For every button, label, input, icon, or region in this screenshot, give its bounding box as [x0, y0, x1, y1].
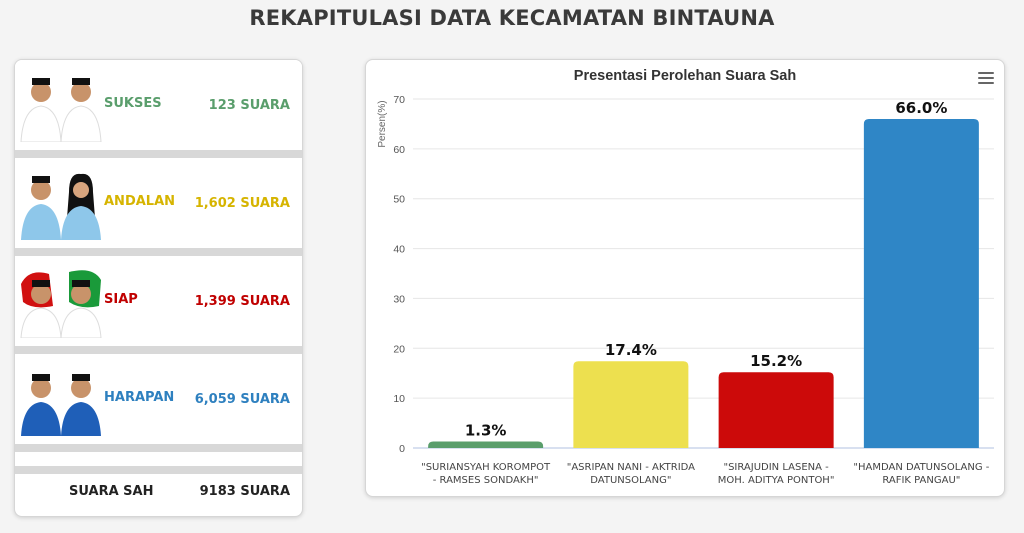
- bar: [718, 372, 834, 448]
- divider: [15, 150, 302, 158]
- bar-chart: Presentasi Perolehan Suara Sah Persen(%) 0…: [377, 68, 994, 486]
- page-title: REKAPITULASI DATA KECAMATAN BINTAUNA: [249, 6, 775, 30]
- x-tick-label: "ASRIPAN NANI - AKTRIDA: [567, 462, 695, 473]
- vote-count: 1,602 SUARA: [194, 196, 290, 211]
- y-tick-label: 20: [393, 343, 405, 355]
- y-tick-label: 10: [393, 393, 405, 405]
- candidate-row-sukses: SUKSES 123 SUARA: [15, 60, 302, 150]
- y-tick-label: 50: [393, 194, 405, 206]
- y-tick-label: 0: [399, 443, 405, 455]
- y-tick-label: 60: [393, 144, 405, 156]
- chart-title: Presentasi Perolehan Suara Sah: [574, 68, 796, 84]
- total-label: SUARA SAH: [69, 484, 154, 499]
- vote-count: 6,059 SUARA: [194, 392, 290, 407]
- x-tick-label: MOH. ADITYA PONTOH": [718, 475, 835, 486]
- candidate-panel: SUKSES 123 SUARA ANDALAN 1,602 SUARA SIA…: [14, 59, 303, 517]
- party-name: HARAPAN: [104, 390, 175, 405]
- vote-count: 1,399 SUARA: [194, 294, 290, 309]
- divider: [15, 346, 302, 354]
- divider: [15, 466, 302, 474]
- x-tick-label: "HAMDAN DATUNSOLANG -: [853, 462, 989, 473]
- data-label: 1.3%: [465, 422, 507, 440]
- party-name: SUKSES: [104, 96, 162, 111]
- x-tick-label: RAFIK PANGAU": [882, 475, 960, 486]
- y-axis-label: Persen(%): [377, 100, 388, 147]
- candidate-photo-icon: [21, 173, 101, 240]
- candidate-row-harapan: HARAPAN 6,059 SUARA: [15, 354, 302, 444]
- vote-count: 123 SUARA: [208, 98, 290, 113]
- y-tick-label: 70: [393, 94, 405, 106]
- bar: [573, 361, 689, 448]
- chart-card: Presentasi Perolehan Suara Sah Persen(%) 0…: [365, 59, 1005, 497]
- divider: [15, 444, 302, 452]
- y-tick-label: 30: [393, 293, 405, 305]
- candidate-row-siap: SIAP 1,399 SUARA: [15, 256, 302, 346]
- candidate-photo-icon: [20, 270, 102, 338]
- party-name: SIAP: [104, 292, 138, 307]
- bar: [863, 118, 979, 448]
- hamburger-menu-icon[interactable]: [978, 72, 994, 86]
- bar: [428, 441, 544, 448]
- x-tick-label: - RAMSES SONDAKH": [433, 475, 539, 486]
- x-tick-label: "SIRAJUDIN LASENA -: [723, 462, 829, 473]
- data-label: 66.0%: [895, 99, 947, 117]
- candidate-photo-icon: [21, 374, 101, 436]
- x-tick-label: "SURIANSYAH KOROMPOT: [421, 462, 551, 473]
- data-label: 17.4%: [605, 341, 657, 359]
- divider: [15, 248, 302, 256]
- x-tick-label: DATUNSOLANG": [590, 475, 671, 486]
- candidate-row-andalan: ANDALAN 1,602 SUARA: [15, 158, 302, 248]
- total-value: 9183 SUARA: [199, 484, 290, 499]
- data-label: 15.2%: [750, 352, 802, 370]
- y-tick-label: 40: [393, 244, 405, 256]
- candidate-photo-icon: [20, 78, 102, 142]
- party-name: ANDALAN: [104, 194, 176, 209]
